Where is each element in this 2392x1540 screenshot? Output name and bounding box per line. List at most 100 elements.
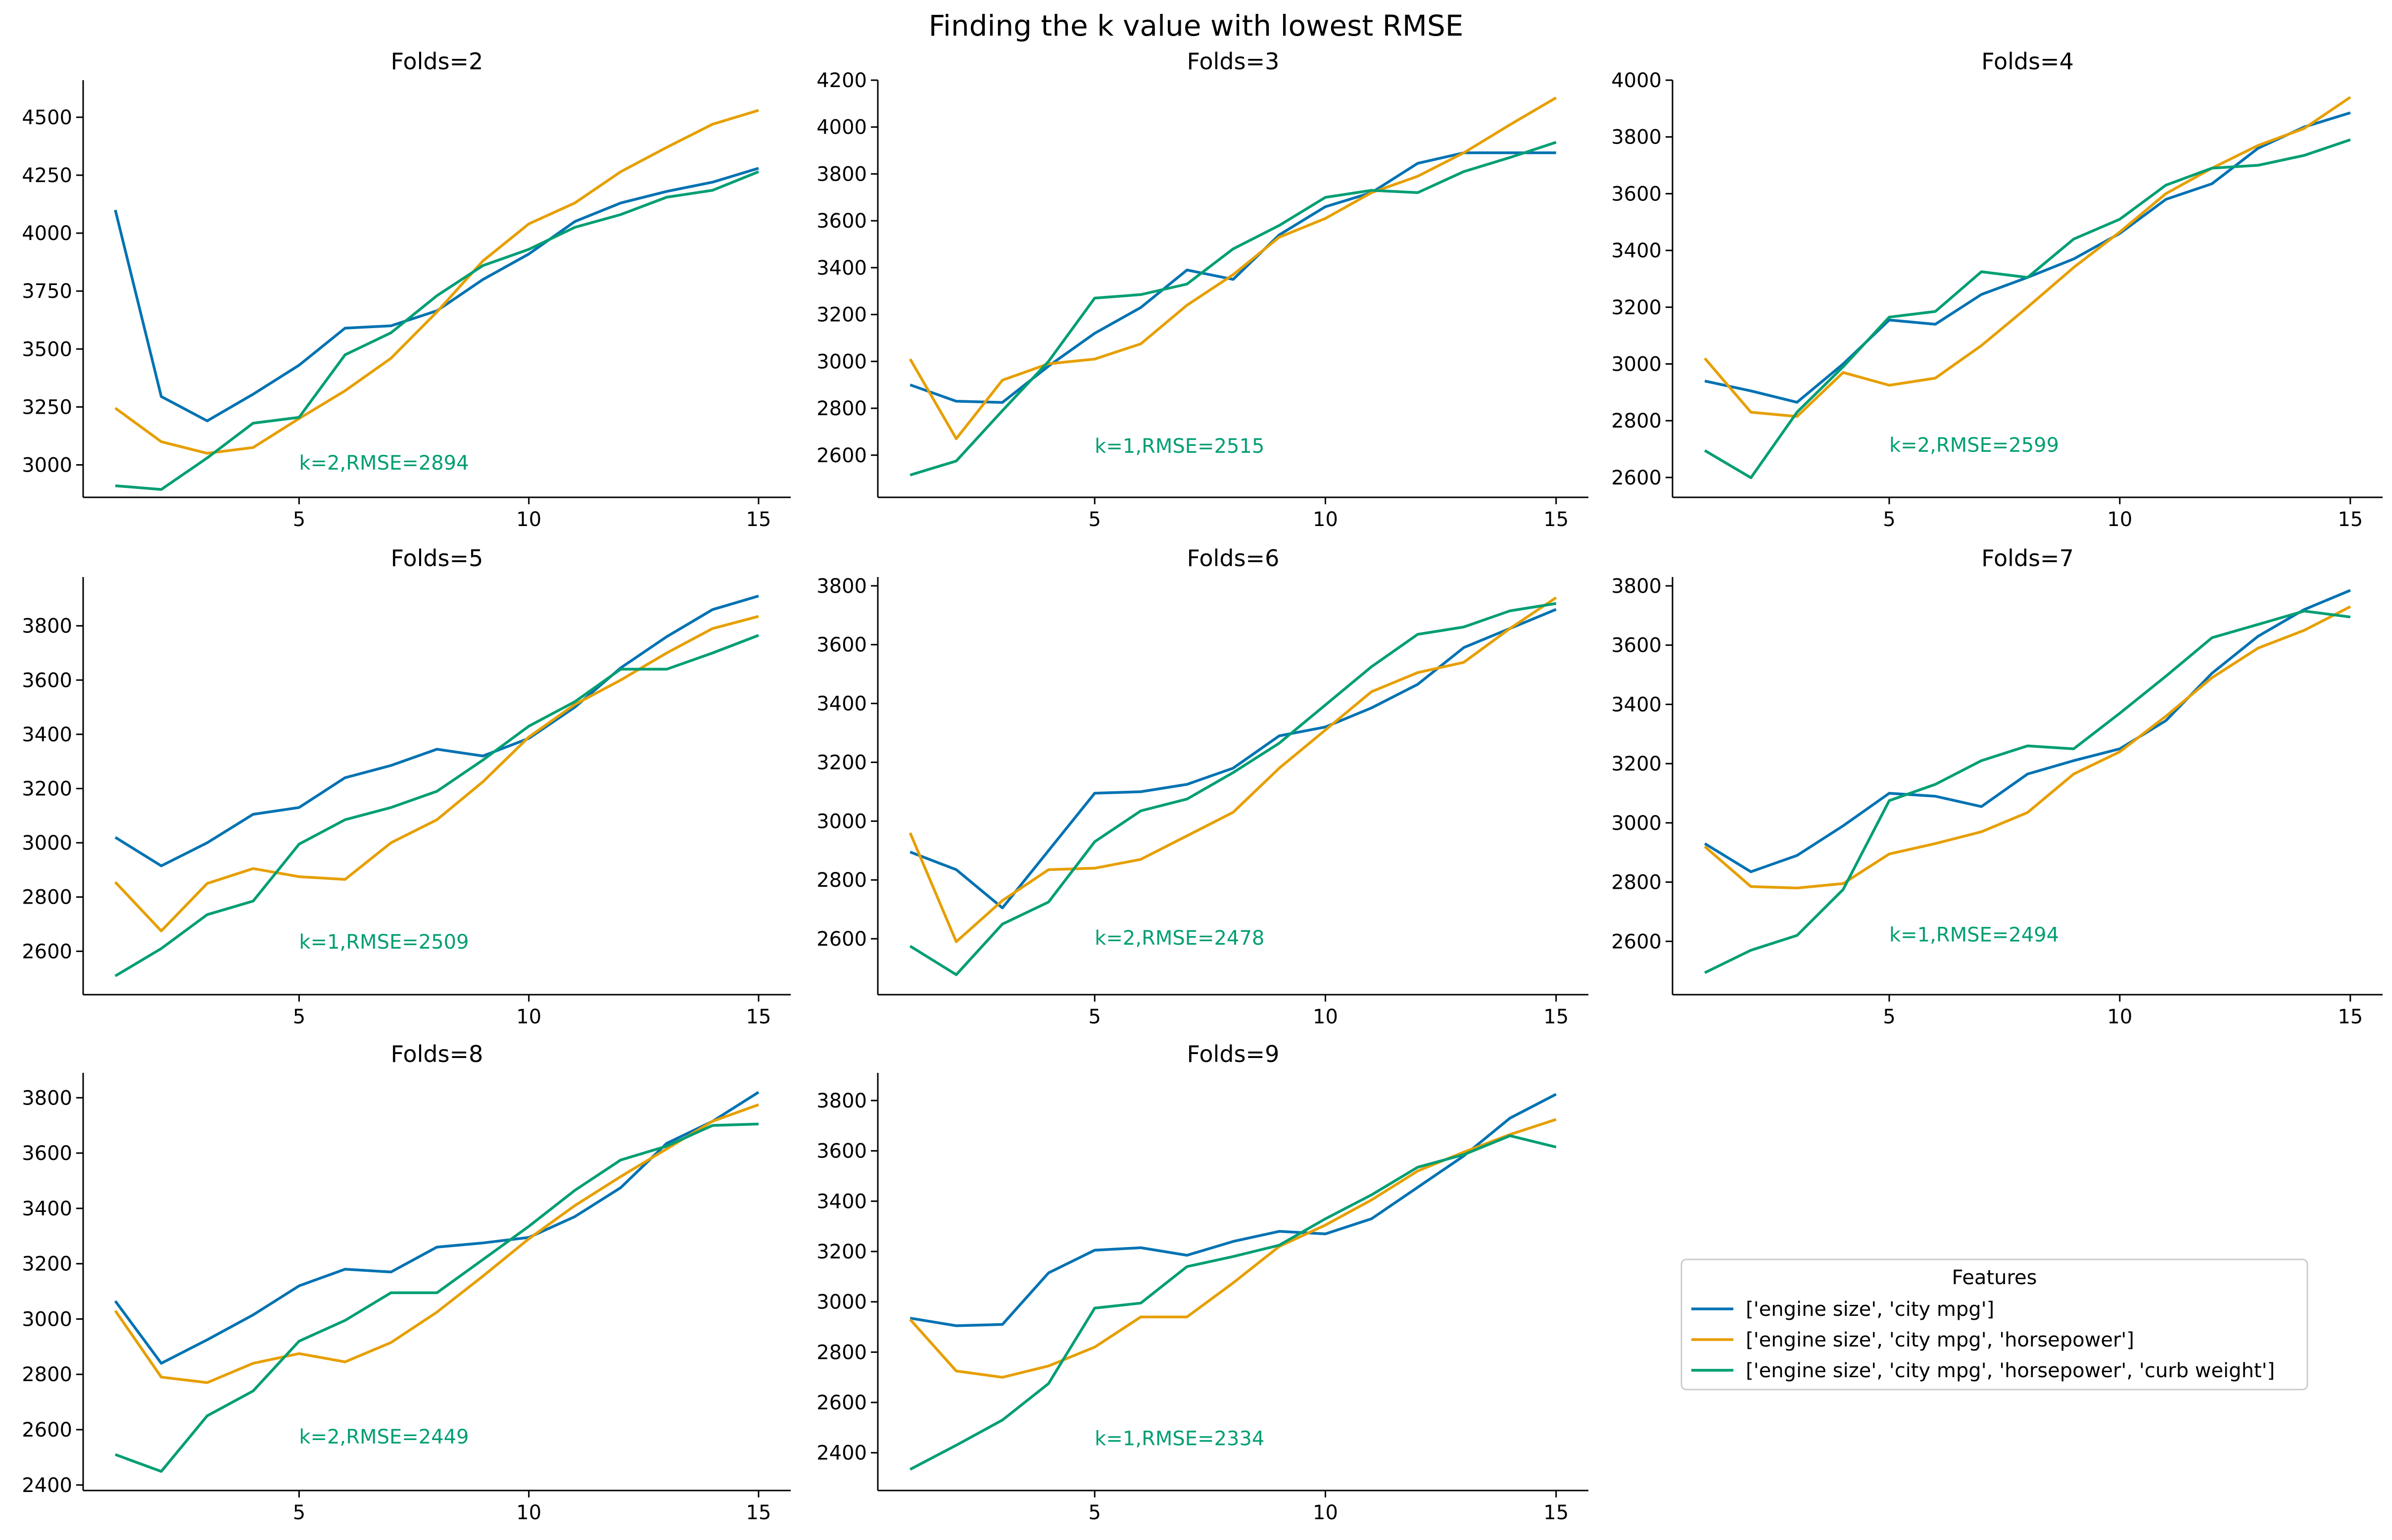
- series-line-3: [115, 1122, 759, 1473]
- y-tick-label: 3750: [22, 280, 72, 303]
- y-tick-label: 2800: [22, 886, 72, 909]
- y-tick-label: 3400: [816, 1190, 867, 1213]
- x-tick-label: 15: [1543, 1501, 1569, 1524]
- y-tick-label: 3000: [22, 1308, 72, 1331]
- subplot-4: Folds=5 2600 2800 3000 3200 3400 3600 3800 5 10 15…: [22, 545, 791, 1028]
- x-tick-label: 5: [1089, 1501, 1101, 1524]
- y-tick-label: 4000: [816, 116, 867, 139]
- best-k-annotation: k=1,RMSE=2509: [299, 931, 469, 954]
- y-tick-label: 3400: [1611, 240, 1662, 262]
- y-tick-label: 3800: [816, 575, 867, 598]
- subplot-title: Folds=8: [391, 1041, 483, 1067]
- best-k-annotation: k=1,RMSE=2494: [1889, 923, 2059, 946]
- subplot-title: Folds=6: [1187, 545, 1280, 572]
- legend-title: Features: [1952, 1266, 2037, 1289]
- x-tick-label: 5: [293, 508, 305, 531]
- y-tick-label: 3200: [22, 1253, 72, 1276]
- x-tick-label: 10: [516, 1006, 541, 1028]
- subplot-title: Folds=3: [1187, 48, 1280, 75]
- x-tick-label: 10: [2107, 1006, 2132, 1028]
- y-tick-label: 2400: [22, 1474, 72, 1497]
- y-tick-label: 2600: [1611, 467, 1662, 489]
- y-tick-label: 3500: [22, 338, 72, 361]
- x-tick-label: 15: [2338, 1006, 2363, 1028]
- x-tick-label: 5: [1089, 508, 1101, 531]
- y-tick-label: 3000: [816, 810, 867, 833]
- y-tick-label: 4000: [22, 222, 72, 245]
- best-k-annotation: k=2,RMSE=2599: [1889, 434, 2059, 457]
- series-line-3: [909, 141, 1557, 477]
- x-tick-label: 15: [746, 508, 771, 531]
- x-tick-label: 15: [1543, 1006, 1569, 1028]
- y-tick-label: 3400: [816, 693, 867, 716]
- legend-frame: [1680, 1258, 2308, 1391]
- x-tick-label: 5: [1883, 1006, 1895, 1028]
- y-tick-label: 2600: [22, 940, 72, 963]
- subplot-title: Folds=4: [1981, 48, 2074, 75]
- legend-entry-2: ['engine size', 'city mpg', 'horsepower'…: [1746, 1329, 2134, 1351]
- y-tick-label: 3200: [1611, 296, 1662, 319]
- legend-entry-1: ['engine size', 'city mpg']: [1746, 1298, 1994, 1321]
- y-tick-label: 2800: [816, 397, 867, 420]
- y-tick-label: 3800: [1611, 575, 1662, 598]
- y-tick-label: 3000: [1611, 353, 1662, 376]
- y-tick-label: 3800: [816, 163, 867, 186]
- x-tick-label: 10: [1313, 1006, 1338, 1028]
- x-tick-label: 10: [1313, 1501, 1338, 1524]
- y-tick-label: 4200: [816, 69, 867, 92]
- y-tick-label: 2600: [816, 444, 867, 467]
- series-line-1: [1704, 589, 2351, 873]
- best-k-annotation: k=2,RMSE=2478: [1095, 927, 1264, 950]
- y-tick-label: 3000: [816, 350, 867, 373]
- series-line-2: [1704, 605, 2351, 890]
- y-tick-label: 3000: [22, 454, 72, 477]
- x-tick-label: 5: [293, 1501, 305, 1524]
- subplot-8: Folds=9 2400 2600 2800 3000 3200 3400 3600 3800 5…: [816, 1041, 1588, 1524]
- y-tick-label: 3400: [1611, 693, 1662, 716]
- y-tick-label: 3800: [816, 1090, 867, 1112]
- y-tick-label: 3800: [22, 1087, 72, 1109]
- series-line-2: [909, 596, 1557, 943]
- y-tick-label: 2800: [1611, 410, 1662, 433]
- y-tick-label: 3200: [816, 751, 867, 774]
- x-tick-label: 15: [1543, 508, 1569, 531]
- subplot-3: Folds=4 2600 2800 3000 3200 3400 3600 3800 4000 5…: [1611, 48, 2383, 531]
- subplot-7: Folds=8 2400 2600 2800 3000 3200 3400 3600 3800 5…: [22, 1041, 791, 1524]
- y-tick-label: 3200: [816, 1241, 867, 1263]
- y-tick-label: 2800: [816, 869, 867, 892]
- legend-entry-3: ['engine size', 'city mpg', 'horsepower'…: [1746, 1359, 2275, 1382]
- series-line-3: [909, 1134, 1557, 1471]
- y-tick-label: 3000: [22, 832, 72, 855]
- y-tick-label: 2600: [816, 1392, 867, 1414]
- series-line-1: [114, 594, 759, 867]
- x-tick-label: 10: [1313, 508, 1338, 531]
- y-tick-label: 4250: [22, 164, 72, 187]
- x-tick-label: 15: [2338, 508, 2363, 531]
- figure-title: Finding the k value with lowest RMSE: [929, 9, 1464, 43]
- x-tick-label: 10: [516, 508, 541, 531]
- x-tick-label: 5: [293, 1006, 305, 1028]
- x-tick-label: 15: [746, 1006, 771, 1028]
- subplot-2: Folds=3 2600 2800 3000 3200 3400 3600 3800 4000 4…: [816, 48, 1588, 531]
- y-tick-label: 3400: [22, 723, 72, 746]
- subplot-title: Folds=2: [391, 48, 483, 75]
- y-tick-label: 3600: [1611, 183, 1662, 205]
- y-tick-label: 3600: [816, 1140, 867, 1163]
- x-tick-label: 10: [516, 1501, 541, 1524]
- y-tick-label: 2400: [816, 1442, 867, 1465]
- subplot-title: Folds=7: [1981, 545, 2074, 572]
- best-k-annotation: k=2,RMSE=2449: [299, 1426, 469, 1448]
- subplot-6: Folds=7 2600 2800 3000 3200 3400 3600 3800 5 10 15…: [1611, 545, 2383, 1028]
- series-line-3: [1704, 138, 2351, 480]
- legend: Features ['engine size', 'city mpg'] ['eng…: [1680, 1258, 2308, 1391]
- best-k-annotation: k=1,RMSE=2515: [1095, 435, 1264, 458]
- y-tick-label: 2600: [22, 1419, 72, 1442]
- y-tick-label: 4000: [1611, 69, 1662, 92]
- y-tick-label: 3600: [816, 210, 867, 233]
- subplot-grid: Folds=2 3000 3250 3500 3750 4000 4250 4500 5 10 15…: [22, 48, 2383, 1524]
- y-tick-label: 3400: [22, 1198, 72, 1220]
- series-line-2: [1704, 96, 2351, 418]
- y-tick-label: 3250: [22, 396, 72, 419]
- y-tick-label: 3400: [816, 257, 867, 280]
